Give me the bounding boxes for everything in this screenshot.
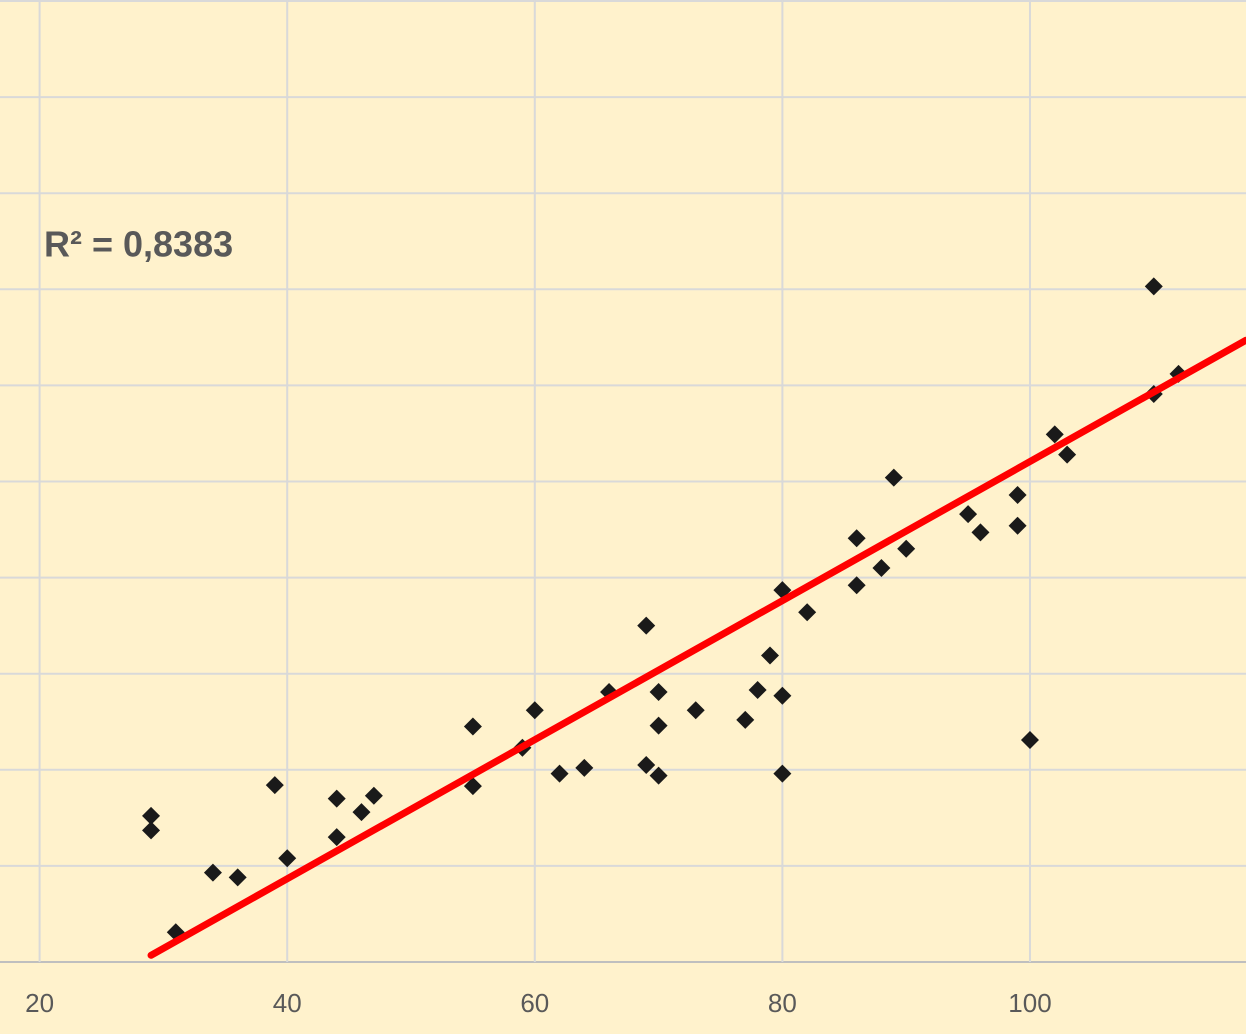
- point: [686, 701, 705, 720]
- point: [142, 806, 161, 825]
- x-tick-label: 60: [520, 988, 549, 1018]
- trendline: [147, 336, 1246, 959]
- x-tick-label: 20: [25, 988, 54, 1018]
- point: [1058, 445, 1077, 464]
- point: [463, 777, 482, 796]
- point: [550, 764, 569, 783]
- point: [1144, 277, 1163, 296]
- point: [897, 539, 916, 558]
- point: [278, 849, 297, 868]
- point: [748, 681, 767, 700]
- point: [463, 717, 482, 736]
- point: [142, 821, 161, 840]
- point: [761, 646, 780, 665]
- point: [327, 789, 346, 808]
- x-tick-label: 100: [1008, 988, 1051, 1018]
- point: [525, 701, 544, 720]
- point: [637, 616, 656, 635]
- point: [1045, 425, 1064, 444]
- point: [1020, 731, 1039, 750]
- point: [773, 686, 792, 705]
- point: [971, 523, 990, 542]
- point: [575, 758, 594, 777]
- point: [203, 863, 222, 882]
- x-tick-label: 40: [273, 988, 302, 1018]
- point: [327, 828, 346, 847]
- point: [847, 529, 866, 548]
- point: [1008, 485, 1027, 504]
- point: [798, 603, 817, 622]
- point: [352, 803, 371, 822]
- point: [872, 558, 891, 577]
- point: [959, 505, 978, 524]
- point: [884, 468, 903, 487]
- r-squared: R² = 0,8383: [44, 224, 233, 265]
- point: [228, 868, 247, 887]
- point: [637, 755, 656, 774]
- point: [364, 786, 383, 805]
- point: [736, 710, 755, 729]
- point: [847, 576, 866, 595]
- point: [265, 776, 284, 795]
- point: [649, 682, 668, 701]
- point: [649, 766, 668, 785]
- x-tick-label: 80: [768, 988, 797, 1018]
- point: [649, 716, 668, 735]
- point: [773, 764, 792, 783]
- point: [1008, 516, 1027, 535]
